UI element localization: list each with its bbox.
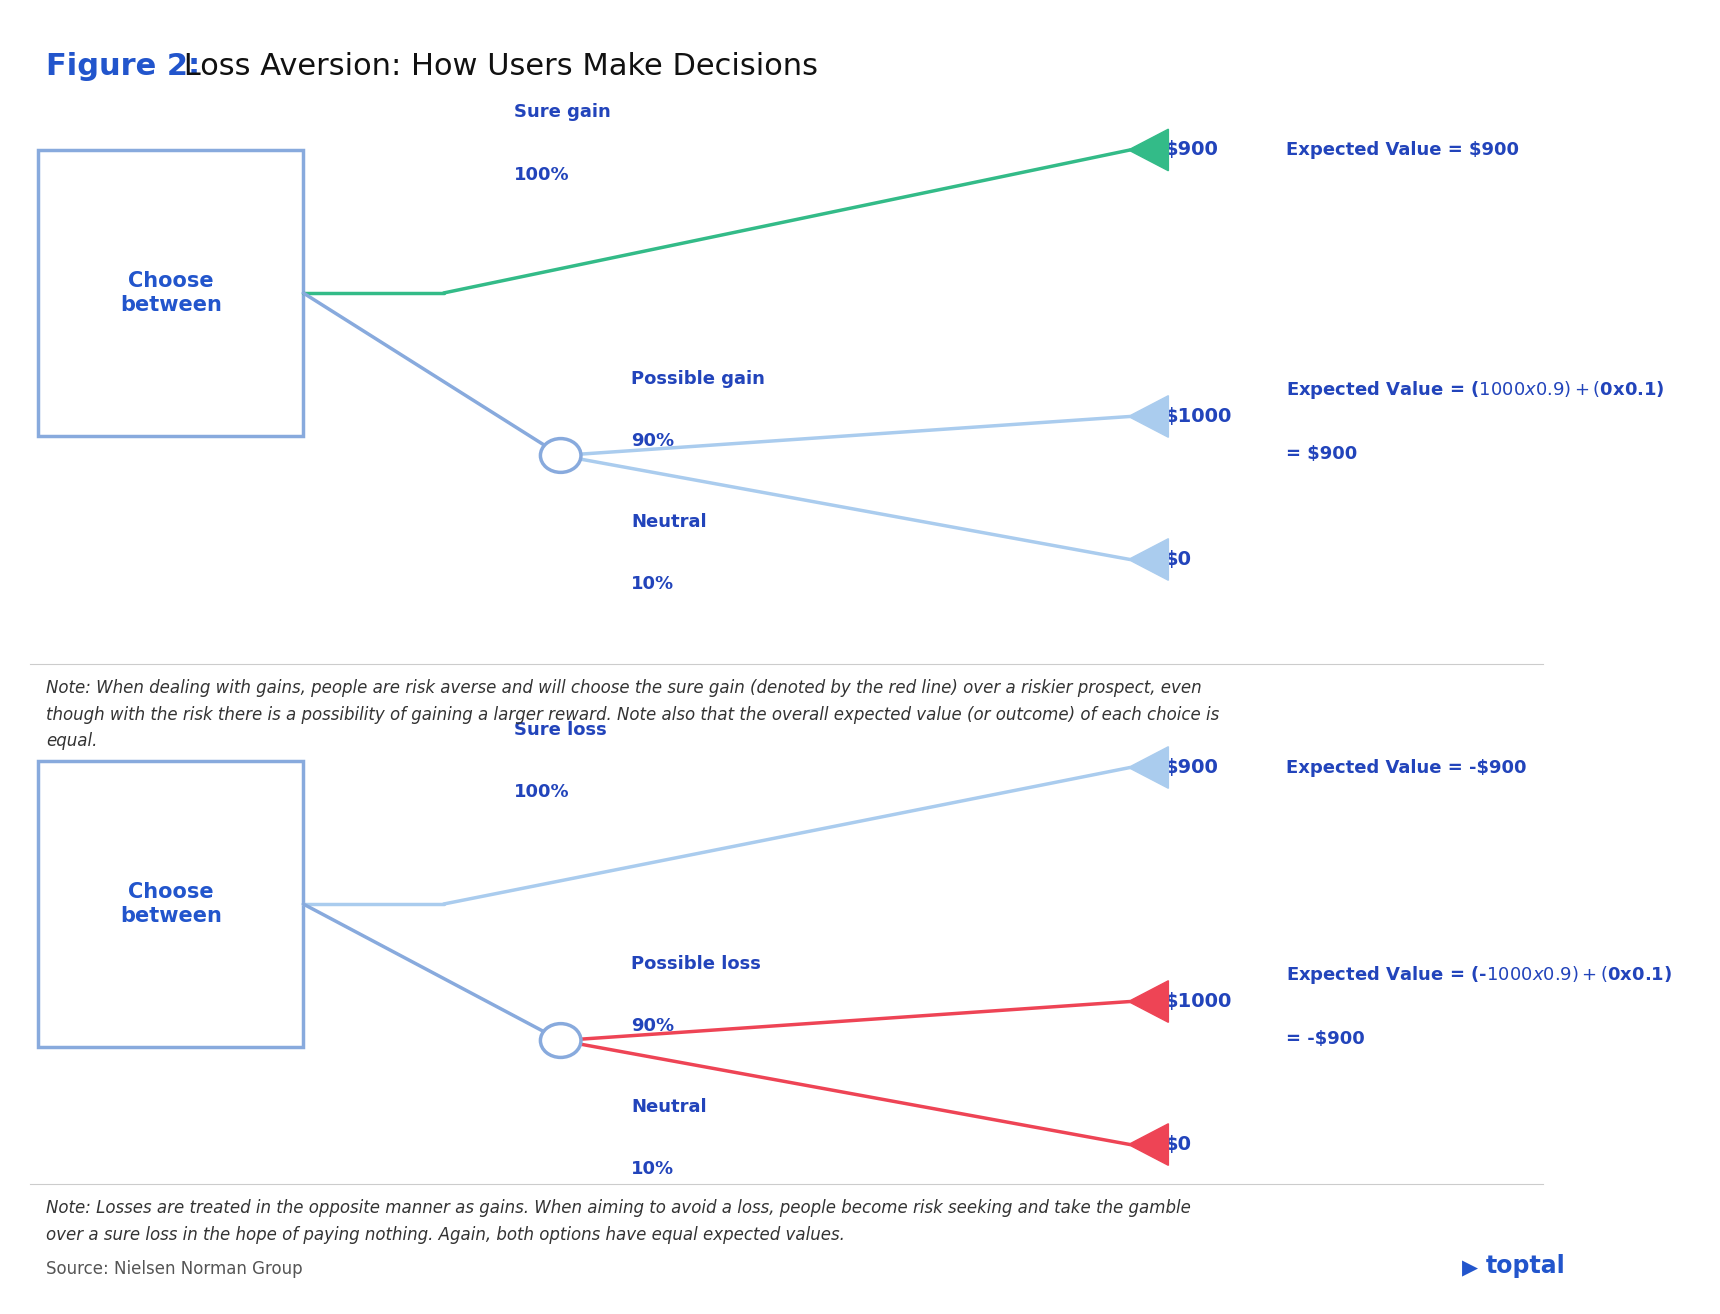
Text: 100%: 100%	[514, 783, 569, 802]
Polygon shape	[1128, 1123, 1168, 1166]
Circle shape	[540, 439, 581, 473]
Text: Expected Value = $900: Expected Value = $900	[1287, 141, 1519, 159]
Text: Figure 2:: Figure 2:	[46, 53, 200, 81]
Text: $0: $0	[1164, 551, 1192, 569]
Text: Neutral: Neutral	[631, 1099, 707, 1116]
Text: Note: Losses are treated in the opposite manner as gains. When aiming to avoid a: Note: Losses are treated in the opposite…	[46, 1200, 1190, 1243]
Text: Neutral: Neutral	[631, 512, 707, 531]
Text: = -$900: = -$900	[1287, 1030, 1364, 1049]
Text: Choose
between: Choose between	[120, 272, 222, 314]
Text: Choose
between: Choose between	[120, 883, 222, 925]
Text: 90%: 90%	[631, 432, 674, 451]
Text: Expected Value = -$900: Expected Value = -$900	[1287, 758, 1527, 777]
Text: Sure loss: Sure loss	[514, 721, 607, 738]
Text: 100%: 100%	[514, 166, 569, 184]
Text: Sure gain: Sure gain	[514, 104, 611, 121]
Text: toptal: toptal	[1486, 1255, 1565, 1279]
Text: $1000: $1000	[1164, 992, 1232, 1010]
Text: $1000: $1000	[1164, 407, 1232, 426]
Polygon shape	[1128, 539, 1168, 581]
Text: 10%: 10%	[631, 1160, 674, 1179]
Text: $900: $900	[1164, 758, 1218, 777]
Text: Source: Nielsen Norman Group: Source: Nielsen Norman Group	[46, 1260, 303, 1279]
Text: Note: When dealing with gains, people are risk averse and will choose the sure g: Note: When dealing with gains, people ar…	[46, 679, 1219, 750]
Text: = $900: = $900	[1287, 445, 1357, 463]
Text: ▶: ▶	[1462, 1259, 1477, 1279]
Text: 90%: 90%	[631, 1017, 674, 1035]
FancyBboxPatch shape	[38, 150, 303, 436]
Text: Possible gain: Possible gain	[631, 369, 765, 388]
Text: Loss Aversion: How Users Make Decisions: Loss Aversion: How Users Make Decisions	[174, 53, 817, 81]
Text: Expected Value = ($1000x0.9)+($0x0.1): Expected Value = ($1000x0.9)+($0x0.1)	[1287, 378, 1665, 401]
Text: $900: $900	[1164, 141, 1218, 159]
Circle shape	[540, 1024, 581, 1058]
Polygon shape	[1128, 746, 1168, 788]
Polygon shape	[1128, 129, 1168, 171]
Text: $0: $0	[1164, 1135, 1192, 1154]
Polygon shape	[1128, 396, 1168, 438]
FancyBboxPatch shape	[38, 761, 303, 1047]
Text: Possible loss: Possible loss	[631, 955, 760, 972]
Polygon shape	[1128, 980, 1168, 1022]
Text: 10%: 10%	[631, 576, 674, 593]
Text: Expected Value = (-$1000x0.9)+($0x0.1): Expected Value = (-$1000x0.9)+($0x0.1)	[1287, 964, 1672, 986]
